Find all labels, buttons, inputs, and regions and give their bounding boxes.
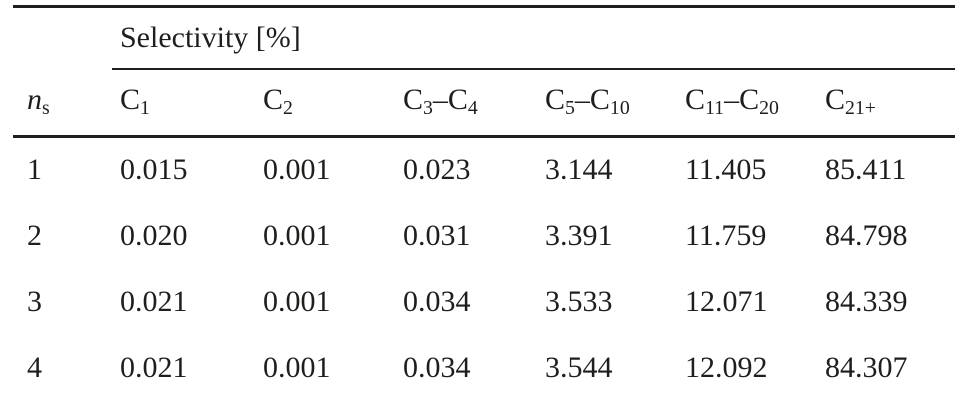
cell-c21plus: 84.307	[825, 350, 908, 384]
cell-c21plus: 84.798	[825, 218, 908, 252]
cell-c21plus: 84.339	[825, 284, 908, 318]
column-header-c3-c4: C3–C4	[395, 68, 537, 138]
spanning-header: Selectivity [%]	[112, 6, 956, 70]
cell-c21plus: 85.411	[825, 153, 907, 187]
cell-c3-c4: 0.023	[403, 153, 471, 187]
cell-c5-c10: 3.144	[545, 153, 613, 187]
cell-c5-c10: 3.533	[545, 284, 613, 318]
cell-c11-c20: 11.759	[685, 218, 767, 252]
cell-c1: 0.021	[120, 350, 188, 384]
cell-c5-c10: 3.391	[545, 218, 613, 252]
column-header-ns: ns	[13, 68, 112, 138]
spanning-header-row: Selectivity [%]	[13, 6, 956, 70]
column-header-row: ns C1 C2 C3–C4 C5–C10 C11–C20 C21+	[13, 68, 956, 138]
selectivity-table: Selectivity [%] ns C1 C2 C3–C4 C5–C10 C1…	[13, 5, 956, 401]
cell-c2: 0.001	[263, 284, 331, 318]
row-label: 1	[27, 153, 42, 187]
column-header-c11-c20: C11–C20	[677, 68, 817, 138]
cell-c11-c20: 12.071	[685, 284, 768, 318]
cell-c5-c10: 3.544	[545, 350, 613, 384]
column-header-c2: C2	[255, 68, 395, 138]
cell-c11-c20: 11.405	[685, 153, 767, 187]
table-row: 4 0.021 0.001 0.034 3.544 12.092 84.307	[13, 335, 955, 401]
cell-c3-c4: 0.034	[403, 284, 471, 318]
row-label: 2	[27, 218, 42, 252]
table-row: 3 0.021 0.001 0.034 3.533 12.071 84.339	[13, 269, 955, 335]
cell-c2: 0.001	[263, 218, 331, 252]
cell-c2: 0.001	[263, 350, 331, 384]
column-header-c21plus: C21+	[817, 68, 956, 138]
cell-c3-c4: 0.031	[403, 218, 471, 252]
cell-c1: 0.015	[120, 153, 188, 187]
column-header-c5-c10: C5–C10	[537, 68, 677, 138]
cell-c3-c4: 0.034	[403, 350, 471, 384]
cell-c1: 0.021	[120, 284, 188, 318]
column-header-c1: C1	[112, 68, 255, 138]
spanning-header-spacer	[13, 7, 112, 69]
row-label: 4	[27, 350, 42, 384]
cell-c11-c20: 12.092	[685, 350, 768, 384]
cell-c1: 0.020	[120, 218, 188, 252]
table-row: 1 0.015 0.001 0.023 3.144 11.405 85.411	[13, 137, 955, 203]
cell-c2: 0.001	[263, 153, 331, 187]
row-label: 3	[27, 284, 42, 318]
table-row: 2 0.020 0.001 0.031 3.391 11.759 84.798	[13, 203, 955, 269]
